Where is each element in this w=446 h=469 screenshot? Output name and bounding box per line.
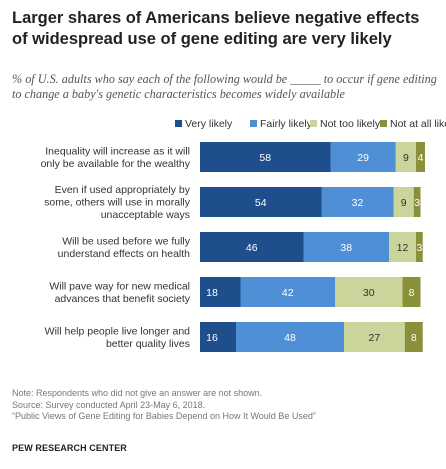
bar-segment	[200, 142, 331, 172]
data-label: 9	[403, 152, 409, 164]
bar-segment	[200, 277, 241, 307]
bar-segment	[200, 187, 322, 217]
legend-item: Not too likely	[310, 118, 380, 130]
data-label: 8	[409, 287, 415, 299]
category-label: understand effects on health	[58, 248, 190, 260]
bar-segment	[413, 187, 421, 217]
data-label: 16	[206, 332, 218, 344]
category-label: only be available for the wealthy	[41, 158, 191, 170]
category-label: better quality lives	[106, 338, 190, 350]
bar-segment	[404, 322, 423, 352]
data-label: 18	[206, 287, 218, 299]
legend: Very likely Fairly likely Not too likely No…	[175, 118, 446, 132]
bar-segment	[335, 277, 403, 307]
brand-label: PEW RESEARCH CENTER	[12, 443, 127, 453]
data-label: 8	[411, 332, 417, 344]
legend-item: Not at all likely	[380, 118, 446, 130]
bar-segment	[416, 232, 423, 262]
bar-segment	[402, 277, 421, 307]
bar-segment	[395, 142, 416, 172]
data-label: 42	[282, 287, 294, 299]
data-label: 12	[397, 242, 409, 254]
data-label: 58	[259, 152, 271, 164]
bar-segment	[200, 232, 304, 262]
category-label: Inequality will increase as it will	[45, 145, 190, 157]
data-label: 4	[418, 152, 424, 164]
bar-segment	[389, 232, 416, 262]
stacked-bar-chart: Inequality will increase as it willonly …	[41, 142, 425, 352]
category-label: advances that benefit society	[55, 293, 191, 305]
bar-segment	[200, 322, 236, 352]
category-label: Will be used before we fully	[62, 235, 191, 247]
legend-item: Very likely	[175, 118, 232, 130]
data-label: 3	[414, 197, 420, 209]
data-label: 27	[369, 332, 381, 344]
data-label: 54	[255, 197, 267, 209]
data-label: 32	[352, 197, 364, 209]
legend-label: Very likely	[185, 118, 233, 130]
category-label: Will pave way for new medical	[49, 280, 190, 292]
note-text: Note: Respondents who did not give an an…	[12, 388, 263, 398]
legend-item: Fairly likely	[250, 118, 312, 130]
legend-label: Not too likely	[320, 118, 381, 130]
data-label: 30	[363, 287, 375, 299]
category-label: unacceptable ways	[101, 209, 190, 221]
bar-segment	[240, 277, 335, 307]
data-label: 38	[340, 242, 352, 254]
data-label: 29	[357, 152, 369, 164]
bar-segment	[393, 187, 414, 217]
data-label: 3	[416, 242, 422, 254]
legend-swatch	[310, 120, 317, 127]
bar-segment	[344, 322, 405, 352]
bar-segment	[330, 142, 396, 172]
bar-segment	[236, 322, 344, 352]
source-text: Source: Survey conducted April 23-May 6,…	[12, 399, 206, 410]
bar-segment	[303, 232, 389, 262]
legend-swatch	[380, 120, 387, 127]
bar-segment	[416, 142, 425, 172]
data-label: 9	[401, 197, 407, 209]
notes: Note: Respondents who did not give an an…	[12, 388, 442, 423]
data-label: 48	[284, 332, 296, 344]
report-title-text: “Public Views of Gene Editing for Babies…	[12, 411, 316, 421]
legend-label: Not at all likely	[390, 118, 446, 130]
category-label: Even if used appropriately by	[55, 184, 191, 196]
category-label: some, others will use in morally	[44, 197, 191, 209]
chart-subtitle: % of U.S. adults who say each of the fol…	[12, 72, 437, 101]
legend-label: Fairly likely	[260, 118, 312, 130]
chart-title: Larger shares of Americans believe negat…	[12, 9, 420, 48]
category-label: Will help people live longer and	[45, 325, 190, 337]
legend-swatch	[175, 120, 182, 127]
legend-swatch	[250, 120, 257, 127]
data-label: 46	[246, 242, 258, 254]
bar-segment	[321, 187, 394, 217]
